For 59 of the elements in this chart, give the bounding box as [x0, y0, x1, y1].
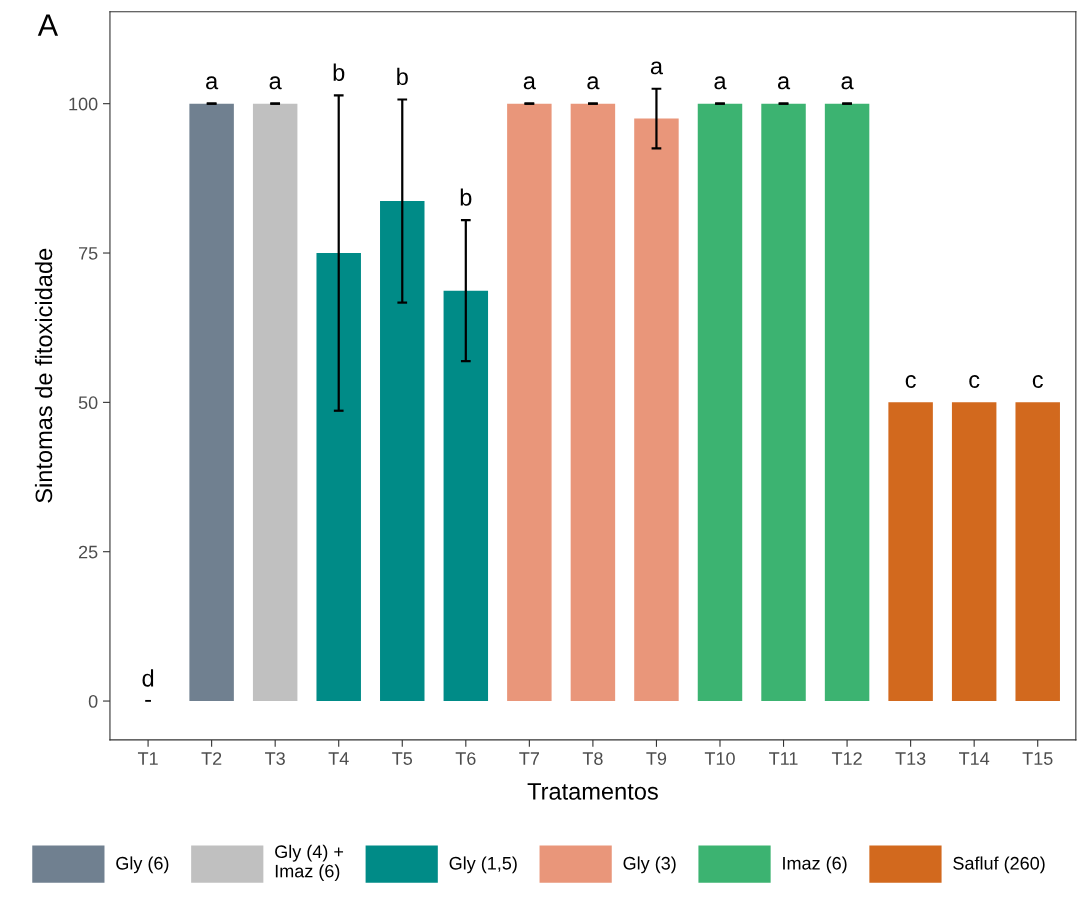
- bar: [380, 201, 425, 702]
- annotation: a: [587, 76, 600, 90]
- x-tick-label: T5: [392, 752, 413, 765]
- bar: [951, 402, 997, 702]
- bar: [634, 118, 679, 702]
- legend-label: Gly (3): [623, 856, 676, 874]
- legend-label: Gly (1,5): [449, 856, 517, 874]
- legend-label: Gly (4) + Imaz (6): [275, 844, 344, 882]
- x-tick-label: T15: [1022, 752, 1053, 765]
- y-tick-label: 0: [88, 694, 98, 708]
- y-tick-label: 25: [78, 545, 98, 559]
- annotation: b: [397, 67, 408, 86]
- y-tick-label: 75: [78, 247, 98, 260]
- x-tick-label: T14: [959, 752, 990, 765]
- x-tick-label: T4: [328, 752, 349, 765]
- bar: [189, 103, 234, 702]
- annotation: a: [841, 76, 854, 90]
- legend-label: Imaz (6): [783, 856, 847, 874]
- y-tick-label: 50: [78, 396, 98, 410]
- x-tick-label: T7: [519, 752, 539, 765]
- annotation: d: [142, 669, 154, 687]
- x-tick-label: T8: [582, 752, 603, 765]
- bar: [507, 103, 552, 702]
- y-tick-label: 100: [69, 97, 98, 111]
- text: A: [37, 14, 59, 36]
- annotation: b: [460, 188, 472, 206]
- annotation: -: [145, 699, 151, 702]
- bar: [761, 103, 806, 702]
- annotation: b: [333, 63, 345, 81]
- x-tick-label: T6: [455, 752, 476, 765]
- x-tick-label: T1: [137, 752, 158, 765]
- x-tick-label: T9: [646, 752, 667, 765]
- legend-label: Gly (6): [116, 856, 169, 874]
- annotation: c: [1032, 375, 1043, 388]
- x-tick-label: T10: [704, 752, 735, 765]
- x-axis-title: Tratamentos: [527, 783, 658, 800]
- bar: [1015, 402, 1060, 702]
- x-tick-label: T12: [831, 752, 862, 765]
- annotation: a: [714, 76, 727, 90]
- x-tick-label: T11: [769, 752, 798, 765]
- bar: [570, 103, 616, 702]
- annotation: a: [269, 76, 282, 90]
- annotation: a: [777, 76, 791, 90]
- bar: [888, 402, 933, 702]
- y-axis-title: Sintomas de fitoxicidade: [34, 248, 53, 503]
- bar: [316, 253, 361, 702]
- annotation: a: [206, 76, 219, 90]
- annotation: c: [905, 375, 916, 388]
- bar: [824, 103, 870, 702]
- x-tick-label: T2: [201, 752, 222, 765]
- legend-label: Safluf (260): [953, 856, 1045, 874]
- bar: [252, 103, 298, 702]
- annotation: a: [650, 61, 664, 75]
- x-tick-label: T3: [265, 752, 285, 765]
- x-tick-label: T13: [895, 752, 926, 765]
- annotation: c: [969, 375, 980, 388]
- bar: [443, 290, 489, 702]
- annotation: a: [523, 76, 536, 90]
- bar: [697, 103, 743, 702]
